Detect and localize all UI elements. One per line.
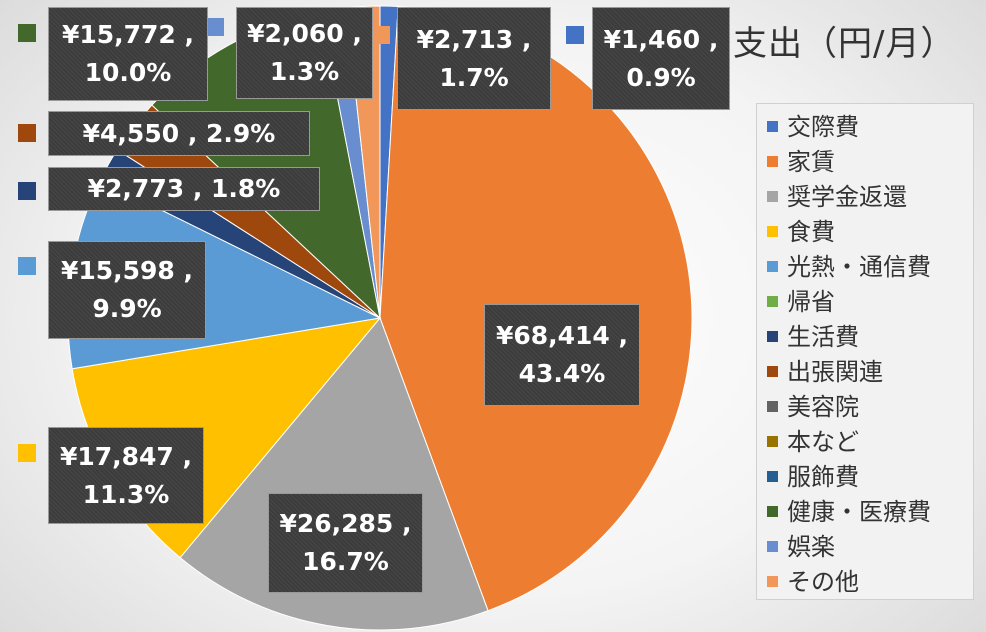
data-label-shougakukin: ¥26,285 , 16.7% xyxy=(268,493,423,593)
data-label-sonota: ¥2,713 , 1.7% xyxy=(397,7,551,110)
legend-item: 服飾費 xyxy=(767,459,973,494)
legend-label: 家賃 xyxy=(787,147,835,176)
legend-swatch xyxy=(767,121,778,132)
label-key-swatch xyxy=(18,24,36,42)
legend-item: 美容院 xyxy=(767,389,973,424)
legend-label: 帰省 xyxy=(787,287,835,316)
legend-item: 生活費 xyxy=(767,319,973,354)
legend-label: 娯楽 xyxy=(787,532,835,561)
legend-item: 本など xyxy=(767,424,973,459)
legend-swatch xyxy=(767,156,778,167)
legend-swatch xyxy=(767,506,778,517)
legend-item: 家賃 xyxy=(767,144,973,179)
legend-item: 光熱・通信費 xyxy=(767,249,973,284)
legend-label: 食費 xyxy=(787,217,835,246)
legend-item: 帰省 xyxy=(767,284,973,319)
legend-swatch xyxy=(767,436,778,447)
legend-item: 娯楽 xyxy=(767,529,973,564)
legend-item: 食費 xyxy=(767,214,973,249)
legend-item: 出張関連 xyxy=(767,354,973,389)
chart-legend: 交際費家賃奨学金返還食費光熱・通信費 帰省生活費出張関連美容院本など服飾費健康・医… xyxy=(756,103,974,600)
data-label-kounetsu: ¥15,598 , 9.9% xyxy=(48,241,206,339)
legend-swatch xyxy=(767,471,778,482)
legend-label: その他 xyxy=(787,567,859,596)
data-label-kousaihi: ¥1,460 , 0.9% xyxy=(592,7,730,110)
legend-item: 健康・医療費 xyxy=(767,494,973,529)
data-label-yachin: ¥68,414 , 43.4% xyxy=(484,304,640,406)
legend-label: 光熱・通信費 xyxy=(787,252,931,281)
data-label-goraku: ¥2,060 , 1.3% xyxy=(236,7,373,99)
label-key-swatch xyxy=(18,444,36,462)
legend-label: 生活費 xyxy=(787,322,859,351)
legend-swatch xyxy=(767,541,778,552)
legend-label: 奨学金返還 xyxy=(787,182,907,211)
data-label-seikatsu: ¥2,773 , 1.8% xyxy=(48,167,320,211)
legend-label: 出張関連 xyxy=(787,357,883,386)
legend-label: 交際費 xyxy=(787,112,859,141)
label-key-swatch xyxy=(18,182,36,200)
data-label-shucchou: ¥4,550 , 2.9% xyxy=(48,111,310,156)
label-key-swatch xyxy=(18,124,36,142)
data-label-shokuhi: ¥17,847 , 11.3% xyxy=(48,427,204,524)
label-key-swatch xyxy=(566,26,584,44)
legend-label: 本など xyxy=(787,427,859,456)
chart-title: 支出（円/月） xyxy=(733,24,956,64)
legend-swatch xyxy=(767,401,778,412)
legend-label: 服飾費 xyxy=(787,462,859,491)
legend-item: その他 xyxy=(767,564,973,599)
label-key-swatch xyxy=(372,26,390,44)
data-label-kenkou: ¥15,772 , 10.0% xyxy=(48,7,208,101)
legend-swatch xyxy=(767,226,778,237)
legend-swatch xyxy=(767,191,778,202)
legend-swatch xyxy=(767,576,778,587)
legend-item: 交際費 xyxy=(767,109,973,144)
legend-swatch xyxy=(767,366,778,377)
legend-swatch xyxy=(767,331,778,342)
legend-swatch xyxy=(767,261,778,272)
label-key-swatch xyxy=(18,257,36,275)
legend-label: 健康・医療費 xyxy=(787,497,931,526)
legend-item: 奨学金返還 xyxy=(767,179,973,214)
legend-label: 美容院 xyxy=(787,392,859,421)
label-key-swatch xyxy=(206,18,224,36)
legend-swatch xyxy=(767,296,778,307)
